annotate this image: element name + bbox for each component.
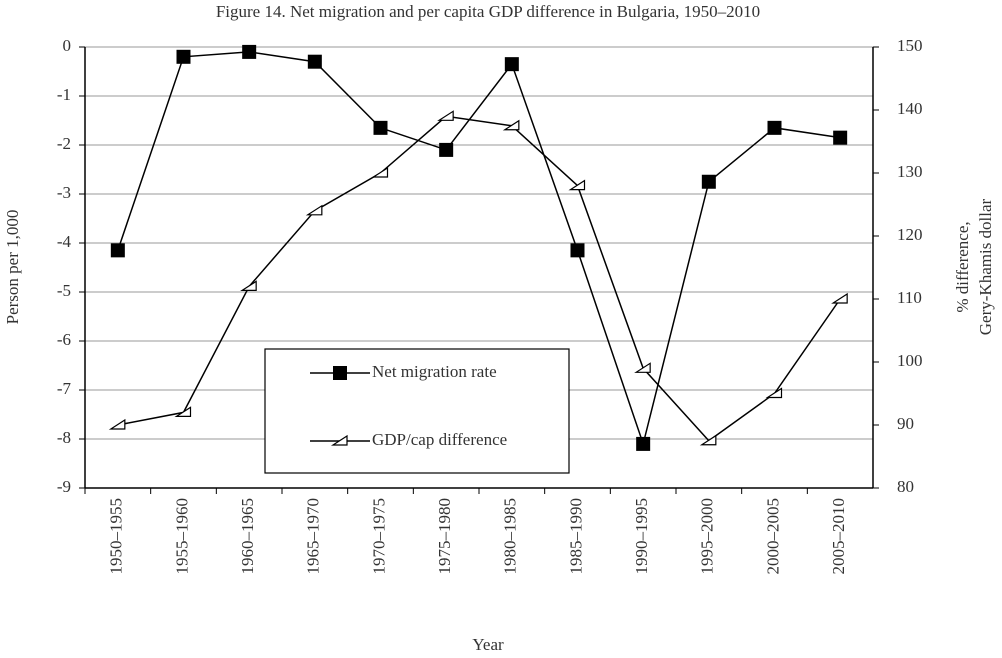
marker-square xyxy=(636,436,651,451)
x-axis-label: Year xyxy=(472,635,504,654)
y2-tick-label: 80 xyxy=(897,477,914,496)
marker-triangle xyxy=(634,362,651,373)
marker-square xyxy=(307,54,322,69)
y2-tick-label: 150 xyxy=(897,36,923,55)
y-tick-label: -4 xyxy=(57,232,72,251)
x-tick-label: 1960–1965 xyxy=(238,498,257,575)
marker-square xyxy=(833,130,848,145)
y2-axis-label: % difference, xyxy=(953,221,972,312)
y-tick-label: -7 xyxy=(57,379,72,398)
marker-triangle xyxy=(765,387,783,399)
x-tick-label: 1955–1960 xyxy=(172,498,191,575)
y-tick-label: -1 xyxy=(57,85,71,104)
series-line xyxy=(117,115,841,442)
marker-triangle xyxy=(699,434,717,446)
x-tick-label: 1995–2000 xyxy=(698,498,717,575)
y2-tick-label: 120 xyxy=(897,225,923,244)
y2-tick-label: 140 xyxy=(897,99,923,118)
marker-triangle xyxy=(437,110,454,121)
legend-marker xyxy=(333,366,347,380)
marker-square xyxy=(504,57,519,72)
x-tick-label: 1980–1985 xyxy=(501,498,520,575)
y2-tick-label: 90 xyxy=(897,414,914,433)
y-tick-label: 0 xyxy=(63,36,72,55)
x-tick-label: 1985–1990 xyxy=(566,498,585,575)
y2-axis-label: Gery-Khamis dollar xyxy=(976,198,995,335)
y2-tick-label: 130 xyxy=(897,162,923,181)
marker-triangle xyxy=(240,280,257,291)
y-tick-label: -9 xyxy=(57,477,71,496)
legend-label: Net migration rate xyxy=(372,362,497,381)
marker-square xyxy=(242,44,257,59)
y-tick-label: -5 xyxy=(57,281,71,300)
y-tick-label: -3 xyxy=(57,183,71,202)
marker-triangle xyxy=(305,204,323,216)
chart-title: Figure 14. Net migration and per capita … xyxy=(216,2,760,21)
y2-tick-label: 110 xyxy=(897,288,922,307)
y-axis-label: Person per 1,000 xyxy=(3,210,22,325)
series-line xyxy=(117,51,841,447)
y-tick-label: -2 xyxy=(57,134,71,153)
marker-square xyxy=(176,49,191,64)
marker-triangle xyxy=(502,119,520,131)
x-tick-label: 2005–2010 xyxy=(829,498,848,575)
marker-square xyxy=(767,120,782,135)
legend-label: GDP/cap difference xyxy=(372,430,507,449)
marker-square xyxy=(110,243,125,258)
x-tick-label: 1950–1955 xyxy=(107,498,126,575)
x-tick-label: 2000–2005 xyxy=(763,498,782,575)
marker-square xyxy=(439,142,454,157)
marker-triangle xyxy=(371,166,389,178)
marker-square xyxy=(701,174,716,189)
marker-square xyxy=(570,243,585,258)
y-tick-label: -6 xyxy=(57,330,71,349)
y2-tick-label: 100 xyxy=(897,351,923,370)
legend-marker xyxy=(330,434,348,446)
y-tick-label: -8 xyxy=(57,428,71,447)
x-tick-label: 1990–1995 xyxy=(632,498,651,575)
marker-square xyxy=(373,120,388,135)
marker-triangle xyxy=(174,406,192,417)
marker-triangle xyxy=(108,418,126,430)
x-tick-label: 1970–1975 xyxy=(369,498,388,575)
legend-box xyxy=(264,348,570,474)
marker-triangle xyxy=(831,292,848,304)
x-tick-label: 1975–1980 xyxy=(435,498,454,575)
x-tick-label: 1965–1970 xyxy=(304,498,323,575)
marker-triangle xyxy=(568,179,586,191)
